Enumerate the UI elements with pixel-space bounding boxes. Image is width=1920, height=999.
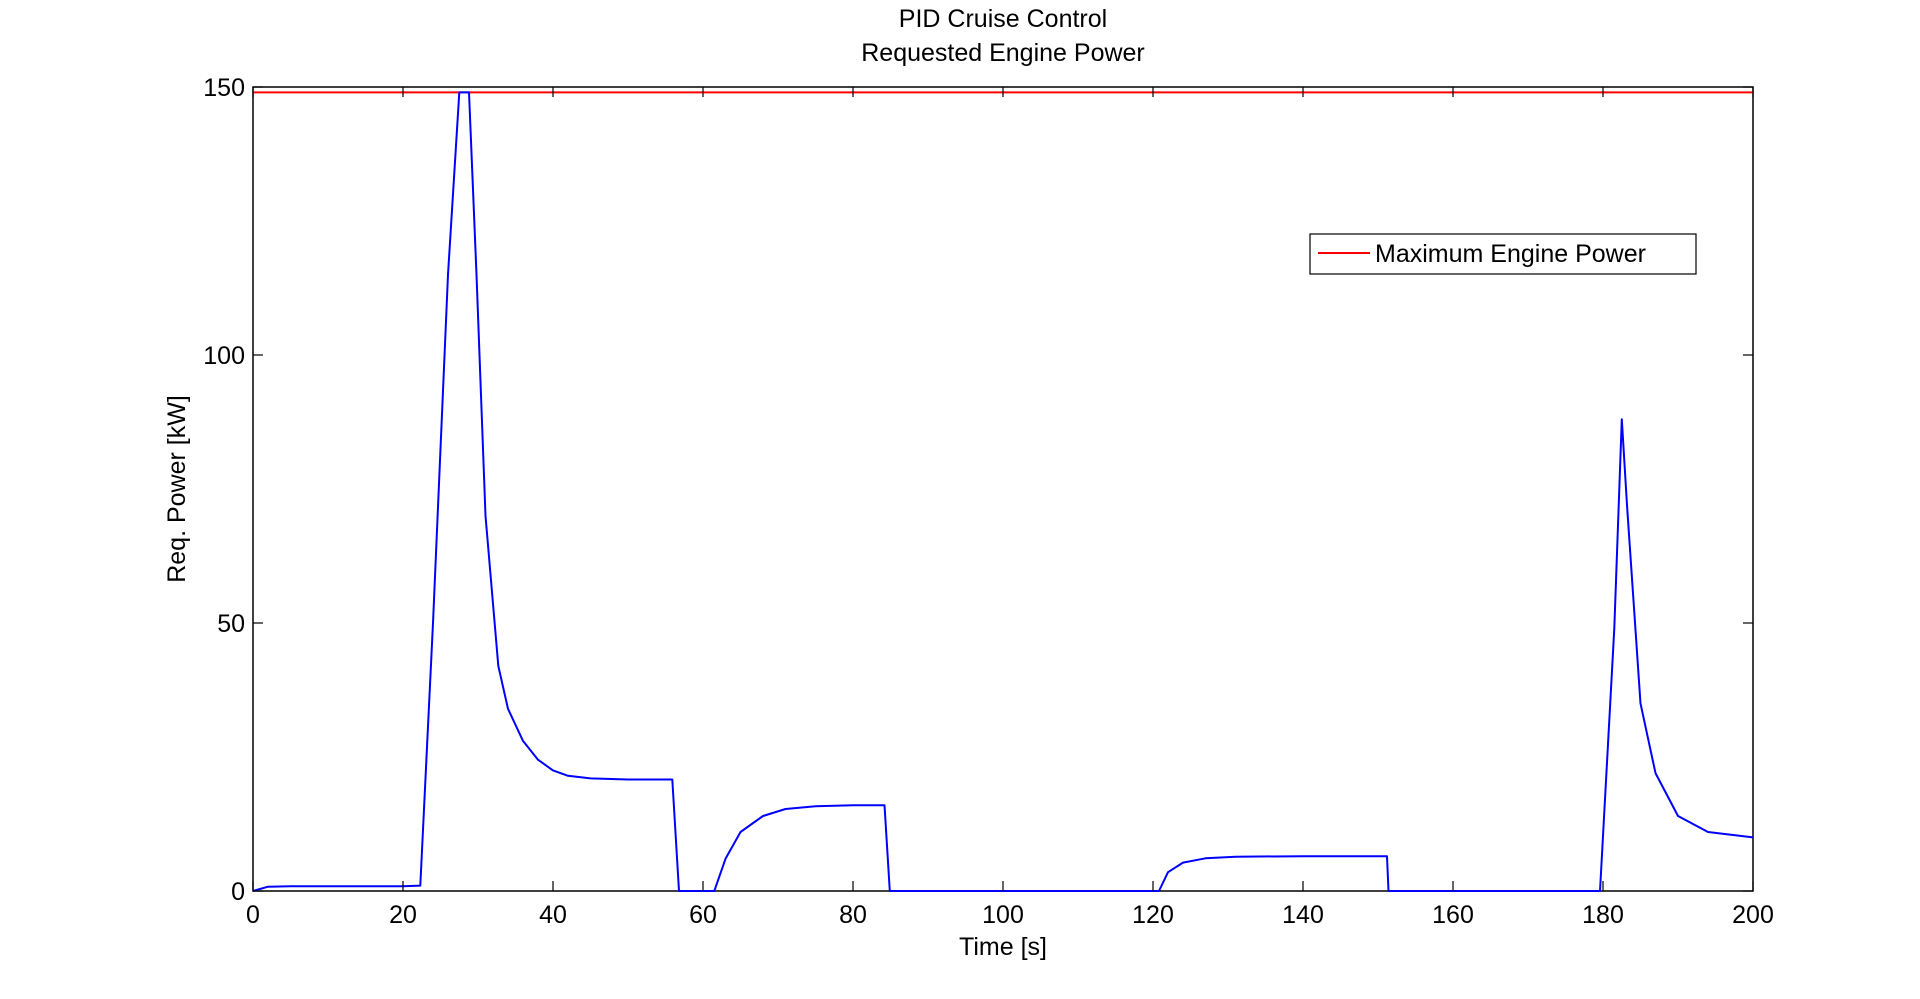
- x-tick-label: 40: [539, 901, 567, 929]
- y-axis-label: Req. Power [kW]: [163, 395, 191, 583]
- x-axis-ticks: 0 20 40 60 80 100 120 140 160 180 200: [246, 87, 1774, 929]
- x-tick-label: 160: [1432, 901, 1474, 929]
- legend-label-maximum-engine-power: Maximum Engine Power: [1375, 240, 1646, 268]
- x-tick-label: 140: [1282, 901, 1324, 929]
- y-tick-label: 0: [231, 878, 245, 906]
- y-tick-label: 50: [217, 610, 245, 638]
- x-axis-label: Time [s]: [959, 933, 1047, 961]
- x-tick-label: 120: [1132, 901, 1174, 929]
- y-axis-ticks: 0 50 100 150: [203, 74, 1753, 906]
- x-tick-label: 100: [982, 901, 1024, 929]
- x-tick-label: 200: [1732, 901, 1774, 929]
- chart-title: PID Cruise Control: [899, 5, 1107, 33]
- x-tick-label: 0: [246, 901, 260, 929]
- y-tick-label: 100: [203, 342, 245, 370]
- series-line-series-2: [252, 91, 1754, 892]
- chart-subtitle: Requested Engine Power: [861, 39, 1145, 67]
- x-tick-label: 60: [689, 901, 717, 929]
- x-tick-label: 80: [839, 901, 867, 929]
- plot-area-frame: [252, 86, 1754, 892]
- y-tick-label: 150: [203, 74, 245, 102]
- legend: Maximum Engine Power: [1309, 233, 1697, 275]
- legend-box: [1309, 233, 1697, 275]
- x-tick-label: 20: [389, 901, 417, 929]
- x-tick-label: 180: [1582, 901, 1624, 929]
